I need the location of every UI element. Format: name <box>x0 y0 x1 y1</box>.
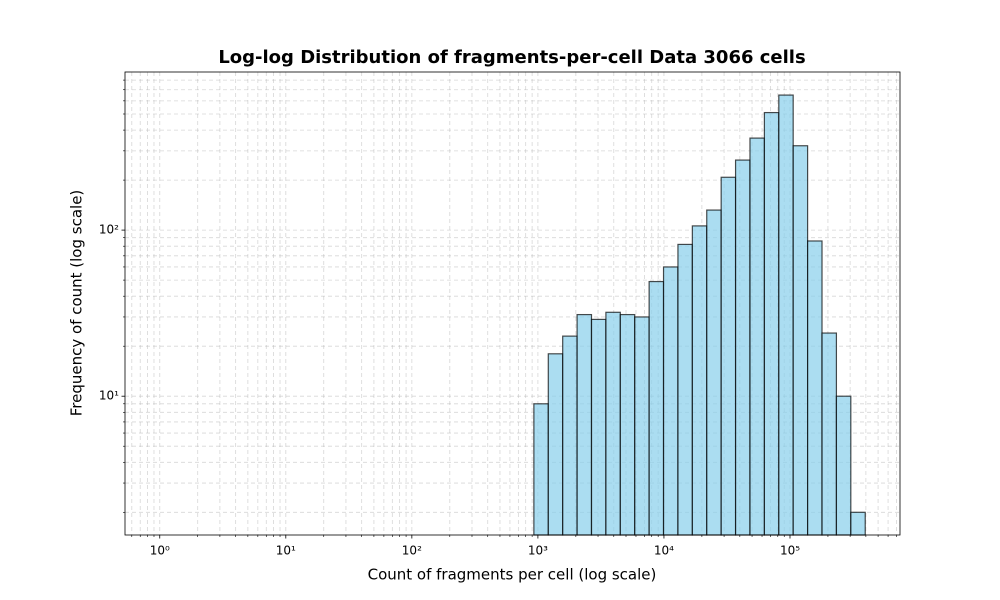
bar <box>605 311 621 536</box>
x-tick-label: 10⁴ <box>654 544 674 558</box>
bar <box>634 316 650 536</box>
bar <box>662 266 679 536</box>
x-tick-label: 10⁰ <box>150 544 170 558</box>
bar <box>706 209 722 536</box>
x-axis-label: Count of fragments per cell (log scale) <box>368 566 657 584</box>
plot-frame <box>124 71 901 536</box>
chart-title: Log-log Distribution of fragments-per-ce… <box>218 47 805 68</box>
bar <box>850 511 866 536</box>
bar <box>648 280 665 536</box>
x-tick-label: 10¹ <box>276 544 296 558</box>
bar <box>778 94 794 536</box>
bar <box>821 332 838 536</box>
bar <box>691 225 708 536</box>
bar <box>562 335 578 536</box>
bar <box>590 318 607 536</box>
bar <box>677 243 693 536</box>
bar <box>576 313 593 536</box>
bar <box>792 145 809 536</box>
bar <box>763 111 780 536</box>
x-tick-label: 10² <box>402 544 422 558</box>
bar <box>835 395 852 536</box>
bar <box>749 137 765 536</box>
bar <box>533 403 549 536</box>
y-tick-label: 10¹ <box>99 389 119 403</box>
bar <box>734 159 751 536</box>
y-axis-label: Frequency of count (log scale) <box>68 190 86 417</box>
bar <box>547 353 564 536</box>
bar <box>619 313 636 536</box>
bar <box>720 176 737 536</box>
y-tick-label: 10² <box>99 223 119 237</box>
x-tick-label: 10³ <box>528 544 548 558</box>
x-tick-label: 10⁵ <box>780 544 800 558</box>
bar <box>807 240 823 536</box>
